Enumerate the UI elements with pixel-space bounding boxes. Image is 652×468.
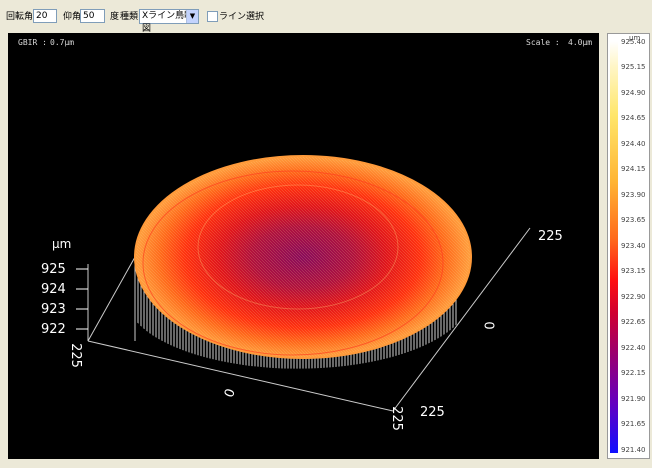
legend-value: 921.90 [621,395,646,403]
legend-value: 924.65 [621,114,646,122]
scale-value: 4.0μm [568,38,593,47]
legend-value: 921.40 [621,446,646,454]
type-select[interactable]: Xライン鳥瞰図 ▼ [139,9,199,34]
color-scale-legend: μm 925.40 925.15 924.90 924.65 924.40 92… [607,33,650,459]
chevron-down-icon[interactable]: ▼ [186,10,198,23]
legend-value: 925.15 [621,63,646,71]
legend-value: 922.15 [621,369,646,377]
legend-value: 925.40 [621,38,646,46]
center-label-y: 0 [480,321,496,330]
legend-value: 922.90 [621,293,646,301]
z-tick-924: 924 [41,282,66,297]
corner-label-bottom: 225 [388,406,404,431]
wafer-3d-view [76,155,531,412]
legend-value: 922.65 [621,318,646,326]
rotation-input[interactable] [33,9,57,23]
legend-value: 922.40 [621,344,646,352]
elevation-label: 仰角 [63,12,82,22]
corner-label-bottom-right: 225 [420,405,445,420]
degree-label: 度 [110,12,120,22]
z-axis-unit: μm [52,237,72,251]
gbir-label: GBIR : [18,38,47,47]
z-axis [76,268,88,330]
z-tick-925: 925 [41,262,66,277]
legend-value: 923.65 [621,216,646,224]
type-label: 種類 [120,12,139,22]
z-tick-923: 923 [41,302,66,317]
legend-unit: μm [629,34,641,42]
line-select-label: ライン選択 [219,12,265,22]
corner-label-right: 225 [538,229,563,244]
legend-value: 923.15 [621,267,646,275]
color-scale-bar [610,41,618,453]
line-select-checkbox[interactable] [207,11,218,22]
legend-value: 923.40 [621,242,646,250]
elevation-input[interactable] [80,9,105,23]
type-select-value: Xライン鳥瞰図 [142,11,194,34]
legend-value: 923.90 [621,191,646,199]
z-tick-922: 922 [41,322,66,337]
scale-label: Scale : [526,38,560,47]
corner-label-front-left: 225 [67,343,83,368]
toolbar: 回転角 仰角 度 種類 Xライン鳥瞰図 ▼ ライン選択 [0,0,652,34]
plot-area[interactable]: GBIR : 0.7μm Scale : 4.0μm [8,33,599,459]
legend-value: 921.65 [621,420,646,428]
legend-value: 924.90 [621,89,646,97]
legend-value: 924.15 [621,165,646,173]
legend-value: 924.40 [621,140,646,148]
base-frame [87,227,531,412]
rotation-label: 回転角 [6,12,34,22]
gbir-value: 0.7μm [50,38,75,47]
